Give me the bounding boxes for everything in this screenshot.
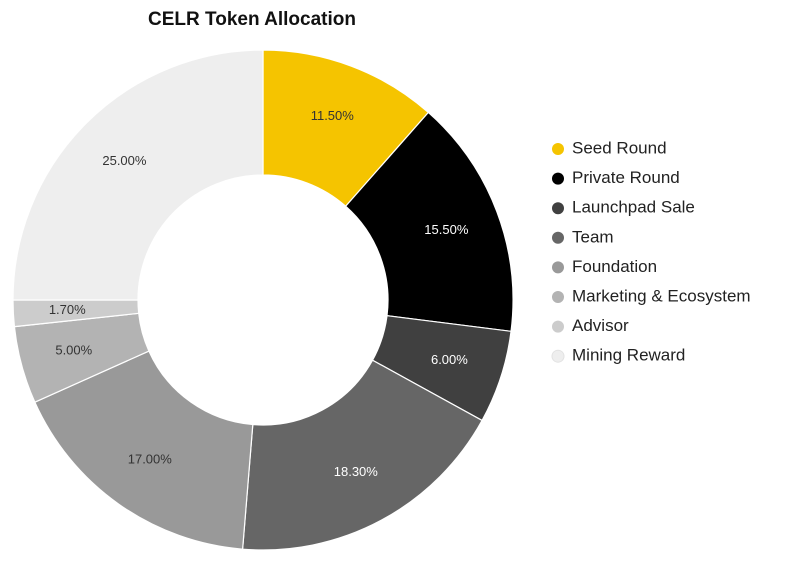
donut-slice (34, 350, 254, 550)
donut-slice (12, 49, 264, 301)
value-label: 1.70% (49, 302, 86, 317)
legend-swatch (552, 291, 564, 303)
legend-swatch (552, 172, 564, 185)
legend-label: Launchpad Sale (572, 198, 695, 217)
value-label: 6.00% (431, 352, 468, 367)
legend-swatch (552, 202, 564, 215)
legend-swatch (552, 231, 564, 244)
value-label: 25.00% (102, 153, 147, 168)
legend-label: Seed Round (572, 138, 667, 157)
legend-swatch (552, 320, 564, 333)
value-label: 5.00% (55, 343, 92, 358)
legend-label: Foundation (572, 257, 657, 276)
legend-label: Marketing & Ecosystem (572, 286, 751, 305)
value-label: 15.50% (424, 222, 469, 237)
legend-label: Private Round (572, 168, 680, 187)
legend-swatch (552, 143, 564, 155)
donut-slice (344, 111, 514, 333)
value-label: 11.50% (311, 108, 355, 123)
legend-swatch (551, 349, 565, 363)
donut-slice (241, 359, 483, 551)
legend-label: Advisor (572, 316, 629, 335)
legend-label: Team (572, 227, 614, 246)
legend-label: Mining Reward (572, 346, 685, 365)
chart-title: CELR Token Allocation (148, 9, 356, 30)
value-label: 18.30% (334, 464, 379, 479)
value-label: 17.00% (128, 451, 173, 466)
legend-swatch (552, 261, 564, 274)
